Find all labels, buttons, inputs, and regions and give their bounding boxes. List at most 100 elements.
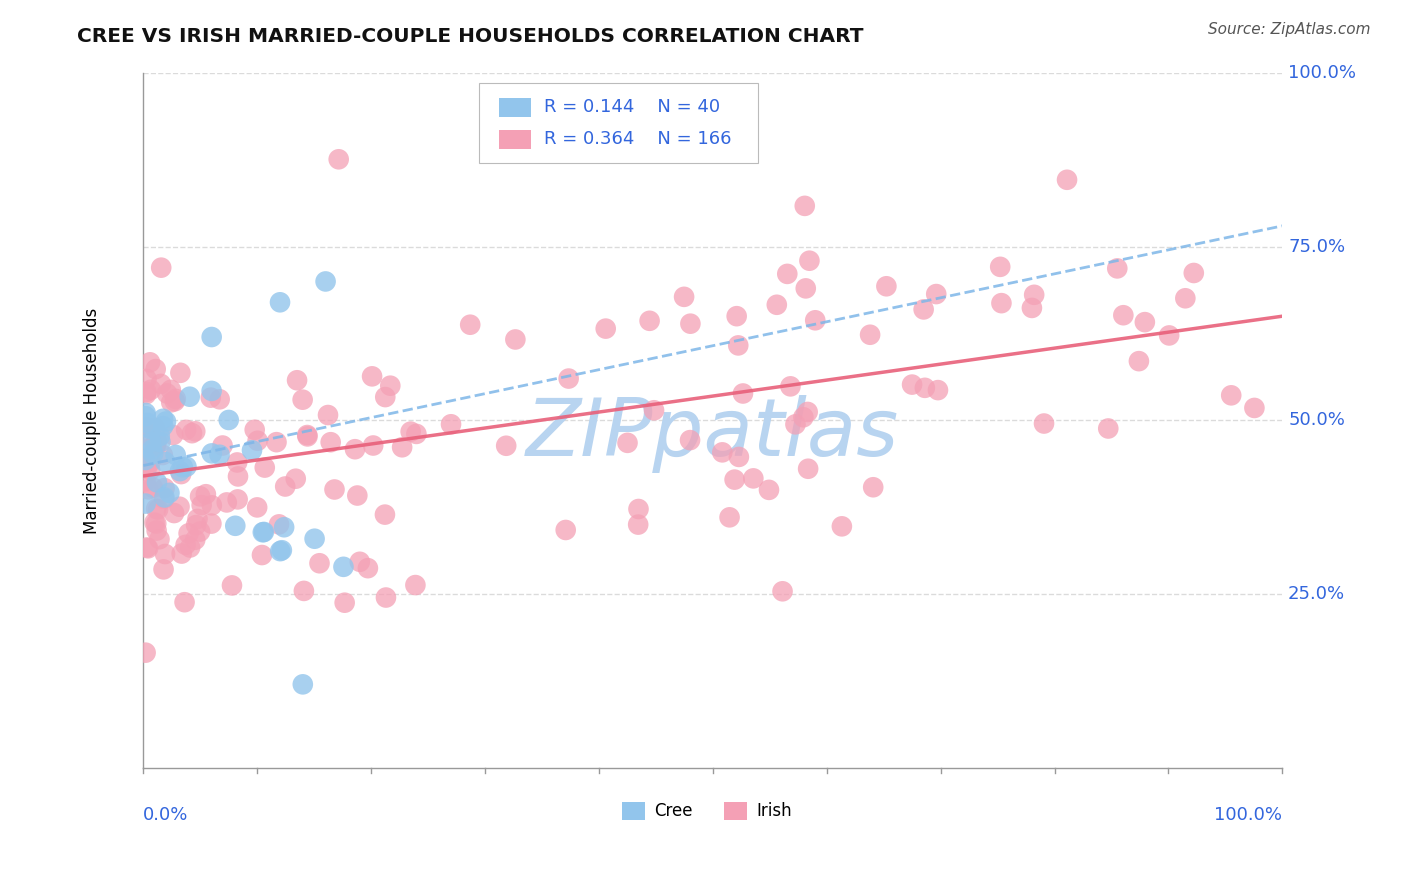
Point [727, 338, 749, 352]
Point [139, 383, 162, 397]
Point [139, 422, 162, 436]
Point [332, 559, 354, 574]
Point [505, 333, 527, 347]
Point [375, 591, 398, 605]
Point [149, 376, 172, 391]
Point [135, 461, 157, 475]
Point [226, 492, 249, 507]
Point [273, 520, 295, 534]
Text: Source: ZipAtlas.com: Source: ZipAtlas.com [1208, 22, 1371, 37]
Point [270, 543, 292, 558]
Point [595, 321, 617, 335]
Point [226, 469, 249, 483]
Point [990, 296, 1012, 310]
Point [201, 499, 224, 513]
Point [163, 394, 186, 409]
Point [215, 495, 238, 509]
Point [152, 419, 174, 434]
Point [152, 412, 174, 426]
Point [731, 386, 754, 401]
Point [794, 281, 817, 295]
Point [405, 426, 427, 441]
Point [1107, 261, 1129, 276]
Point [679, 317, 702, 331]
Point [804, 313, 827, 327]
Text: 0.0%: 0.0% [143, 805, 188, 824]
Point [380, 378, 402, 392]
Point [165, 448, 187, 462]
Point [267, 517, 290, 532]
Point [796, 405, 818, 419]
Point [742, 471, 765, 485]
Point [218, 413, 240, 427]
Point [250, 548, 273, 562]
Point [201, 446, 224, 460]
Point [643, 403, 665, 417]
Point [1133, 315, 1156, 329]
Point [221, 578, 243, 592]
Point [150, 260, 173, 275]
Point [291, 677, 314, 691]
Point [145, 524, 167, 538]
Point [374, 390, 396, 404]
Point [146, 502, 169, 516]
Point [308, 556, 330, 570]
Point [136, 416, 159, 430]
Point [177, 526, 200, 541]
Point [399, 425, 422, 439]
Point [779, 379, 801, 393]
Point [925, 287, 948, 301]
Text: ZIPpatlas: ZIPpatlas [526, 395, 900, 474]
Point [153, 547, 176, 561]
Point [135, 372, 157, 386]
Point [135, 646, 157, 660]
Point [315, 275, 337, 289]
Point [184, 425, 207, 439]
Point [190, 498, 212, 512]
Point [188, 489, 211, 503]
Text: CREE VS IRISH MARRIED-COUPLE HOUSEHOLDS CORRELATION CHART: CREE VS IRISH MARRIED-COUPLE HOUSEHOLDS … [77, 27, 863, 45]
Point [1033, 417, 1056, 431]
Point [176, 459, 198, 474]
Point [145, 436, 167, 450]
Point [725, 309, 748, 323]
Point [346, 489, 368, 503]
Point [627, 517, 650, 532]
Point [201, 384, 224, 398]
Point [758, 483, 780, 497]
Point [165, 392, 187, 406]
Point [145, 362, 167, 376]
Point [142, 447, 165, 461]
Point [252, 525, 274, 540]
Point [785, 417, 807, 432]
Point [152, 562, 174, 576]
Text: 25.0%: 25.0% [1288, 585, 1346, 603]
Point [145, 516, 167, 531]
Text: 75.0%: 75.0% [1288, 238, 1346, 256]
Point [554, 523, 576, 537]
Point [135, 427, 157, 442]
FancyBboxPatch shape [724, 803, 747, 820]
Point [135, 406, 157, 420]
Point [139, 355, 162, 369]
Point [831, 519, 853, 533]
Point [159, 486, 181, 500]
Point [266, 435, 288, 450]
Point [799, 253, 821, 268]
Point [142, 481, 165, 495]
Point [155, 455, 177, 469]
Point [1021, 301, 1043, 315]
Point [135, 453, 157, 467]
Text: 100.0%: 100.0% [1215, 805, 1282, 824]
Point [292, 583, 315, 598]
Point [188, 524, 211, 539]
Point [138, 483, 160, 497]
Point [901, 377, 924, 392]
Point [772, 584, 794, 599]
Point [1128, 354, 1150, 368]
Point [253, 524, 276, 539]
Point [1159, 328, 1181, 343]
Point [155, 415, 177, 429]
Point [333, 596, 356, 610]
Point [557, 371, 579, 385]
